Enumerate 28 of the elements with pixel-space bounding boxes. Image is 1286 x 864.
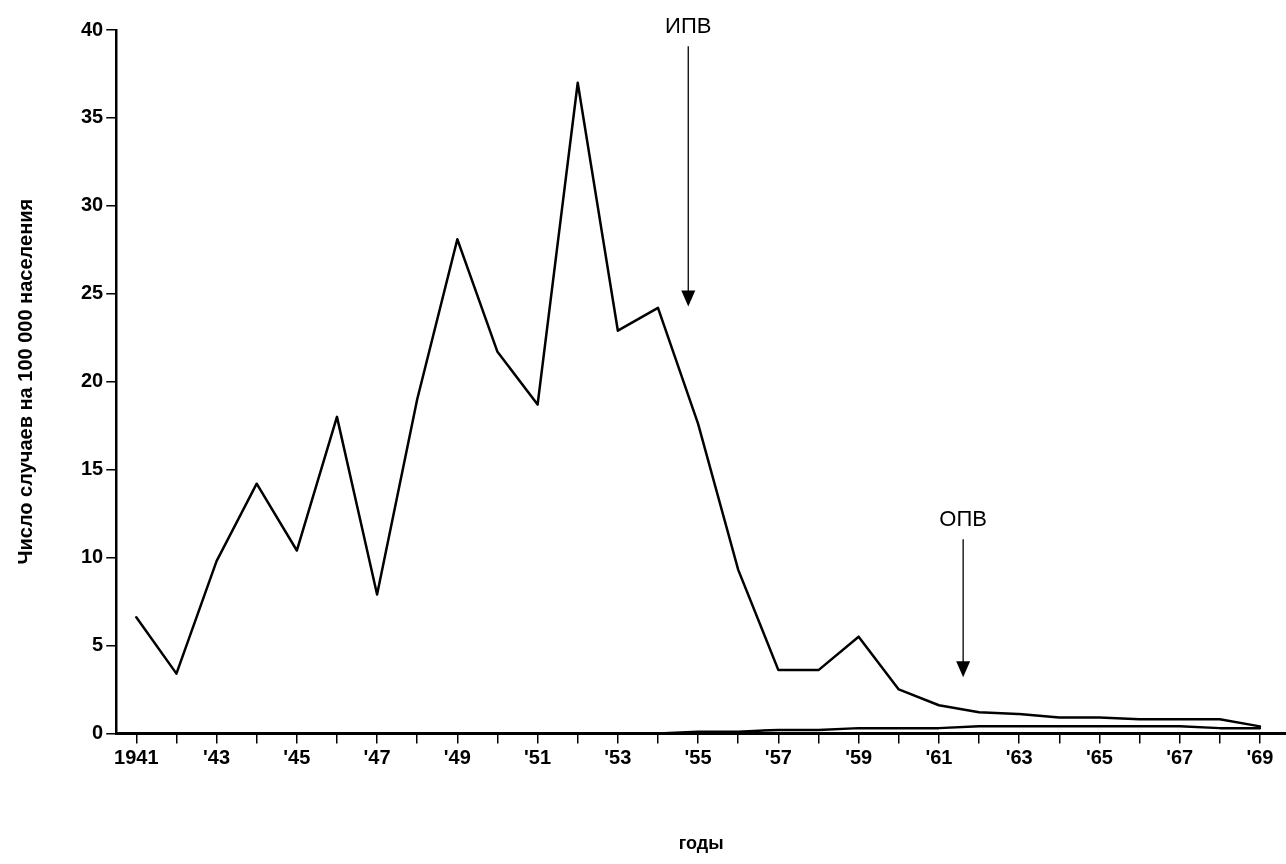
x-tick-label: '49 bbox=[443, 745, 471, 768]
annotation: ИПВ bbox=[665, 13, 712, 39]
y-tick-label: 10 bbox=[81, 545, 104, 568]
x-tick-label: '63 bbox=[1005, 745, 1033, 768]
x-axis-title: годы bbox=[678, 833, 724, 854]
y-tick-label: 20 bbox=[81, 369, 104, 392]
y-tick-label: 0 bbox=[92, 720, 104, 743]
y-tick-label: 40 bbox=[81, 17, 104, 40]
x-tick-label: '65 bbox=[1085, 745, 1113, 768]
x-tick-label: '67 bbox=[1166, 745, 1194, 768]
x-tick-label: '61 bbox=[925, 745, 953, 768]
x-tick-label: '47 bbox=[363, 745, 391, 768]
x-tick-label: '53 bbox=[604, 745, 632, 768]
annotation: ОПВ bbox=[939, 506, 987, 532]
y-tick-label: 35 bbox=[81, 105, 104, 128]
x-tick-label: '59 bbox=[845, 745, 873, 768]
x-tick-label: 1941 bbox=[114, 745, 159, 768]
x-tick-label: '45 bbox=[283, 745, 311, 768]
y-tick-label: 5 bbox=[92, 632, 104, 655]
y-tick-label: 15 bbox=[81, 457, 104, 480]
x-tick-label: '55 bbox=[684, 745, 712, 768]
y-tick-label: 25 bbox=[81, 281, 104, 304]
y-tick-label: 30 bbox=[81, 193, 104, 216]
x-tick-label: '69 bbox=[1246, 745, 1274, 768]
y-axis-title: Число случаев на 100 000 населения bbox=[13, 198, 36, 565]
x-tick-label: '43 bbox=[203, 745, 231, 768]
x-tick-label: '57 bbox=[764, 745, 792, 768]
x-tick-label: '51 bbox=[524, 745, 552, 768]
